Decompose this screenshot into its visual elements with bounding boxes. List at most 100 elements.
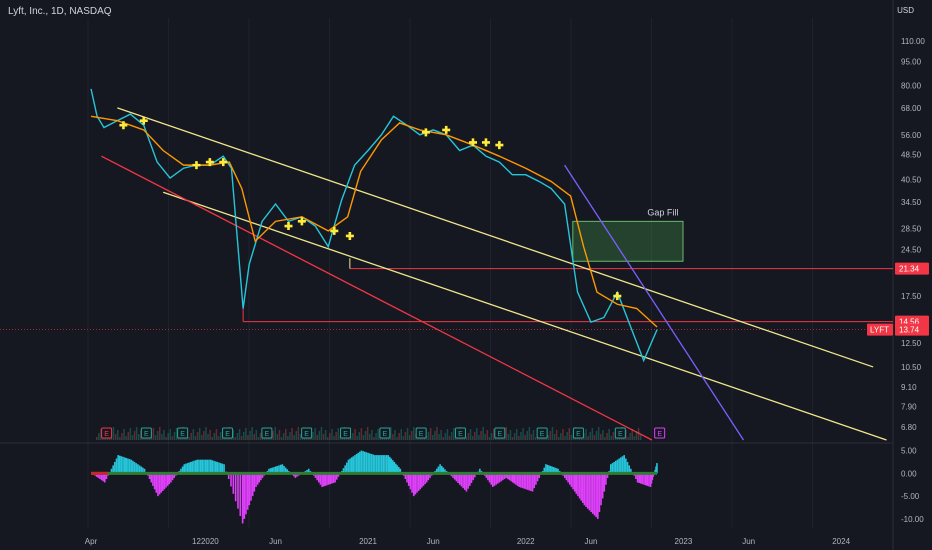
osc-bar <box>469 473 471 486</box>
osc-bar <box>455 473 458 482</box>
signal-marker <box>284 222 293 231</box>
volume-bar <box>165 437 167 440</box>
osc-bar <box>137 464 139 474</box>
osc-bar <box>97 473 100 478</box>
osc-bar <box>367 452 369 474</box>
earnings-marker <box>536 427 548 439</box>
osc-bar <box>422 473 425 486</box>
earnings-marker <box>140 427 152 439</box>
osc-bar <box>536 473 539 482</box>
volume-bar <box>98 433 100 440</box>
osc-bar <box>463 473 466 490</box>
osc-bar <box>337 473 340 477</box>
volume-bar <box>434 431 436 440</box>
volume-bar <box>547 435 549 440</box>
volume-bar <box>511 437 514 440</box>
osc-bar <box>391 460 394 474</box>
osc-bar <box>472 473 474 481</box>
volume-bar <box>125 436 127 440</box>
earnings-marker <box>654 427 666 439</box>
volume-bar <box>377 429 379 440</box>
volume-bar <box>173 432 176 440</box>
osc-bar <box>406 473 408 483</box>
volume-bar <box>602 430 604 440</box>
volume-bar <box>159 427 161 440</box>
osc-bar <box>526 473 529 490</box>
osc-bar <box>390 458 393 474</box>
signal-marker <box>192 161 201 170</box>
osc-bar <box>306 469 308 474</box>
osc-bar <box>364 451 366 474</box>
volume-bar <box>169 429 171 440</box>
gap-fill-label: Gap Fill <box>647 207 678 217</box>
osc-bar <box>651 473 654 481</box>
volume-bar <box>637 428 640 440</box>
currency-label: USD <box>897 6 914 15</box>
volume-bar <box>287 436 289 440</box>
osc-bar <box>460 473 463 487</box>
signal-marker <box>442 125 451 134</box>
osc-bar <box>319 473 322 485</box>
osc-bar <box>221 463 224 474</box>
volume-bar <box>276 434 279 440</box>
osc-bar <box>166 473 169 486</box>
earnings-label: E <box>497 431 502 438</box>
volume-bar <box>600 434 602 440</box>
osc-bar <box>395 463 397 474</box>
volume-bar <box>358 432 360 440</box>
earnings-label: E <box>343 431 348 438</box>
osc-bar <box>630 468 632 474</box>
x-tick-label: 2024 <box>832 537 850 546</box>
osc-bar <box>427 473 430 481</box>
osc-bar <box>513 473 516 484</box>
price-tick-label: 12.50 <box>901 339 922 348</box>
osc-bar <box>296 473 298 477</box>
osc-bar <box>283 465 285 474</box>
x-tick-label: Apr <box>85 537 98 546</box>
signal-marker <box>297 217 306 226</box>
volume-bar <box>589 432 591 440</box>
osc-bar <box>152 473 154 486</box>
osc-bar <box>281 464 284 474</box>
osc-bar <box>640 473 642 484</box>
osc-bar <box>142 467 144 474</box>
osc-bar <box>549 465 552 474</box>
osc-bar <box>585 473 587 507</box>
osc-bar <box>349 458 351 474</box>
osc-bar <box>168 473 171 485</box>
volume-bar <box>583 433 585 440</box>
volume-bar <box>587 436 589 440</box>
osc-bar <box>593 473 596 516</box>
osc-bar <box>487 473 489 481</box>
osc-bar <box>503 473 506 480</box>
volume-bar <box>471 436 474 440</box>
earnings-marker <box>301 427 313 439</box>
volume-bar <box>215 429 218 440</box>
osc-bar <box>256 473 259 485</box>
volume-bar <box>209 430 211 440</box>
volume-bar <box>282 433 285 440</box>
volume-bar <box>629 433 631 440</box>
volume-bar <box>425 436 428 440</box>
volume-bar <box>390 427 392 440</box>
volume-bar <box>509 430 512 440</box>
osc-bar <box>437 466 440 474</box>
price-tick-label: 7.90 <box>901 402 917 411</box>
volume-bar <box>560 433 562 440</box>
volume-bar <box>480 431 482 440</box>
volume-bar <box>201 435 203 440</box>
volume-bar <box>411 431 413 440</box>
volume-bar <box>356 436 358 440</box>
osc-bar <box>621 456 624 474</box>
earnings-marker <box>261 427 273 439</box>
osc-bar <box>575 473 578 494</box>
osc-bar <box>583 473 586 506</box>
osc-bar <box>279 464 282 474</box>
osc-bar <box>439 464 441 474</box>
volume-bar <box>627 437 629 440</box>
osc-bar <box>641 473 644 485</box>
x-tick-label: Jun <box>269 537 282 546</box>
volume-bar <box>335 432 337 440</box>
osc-bar <box>219 463 222 474</box>
